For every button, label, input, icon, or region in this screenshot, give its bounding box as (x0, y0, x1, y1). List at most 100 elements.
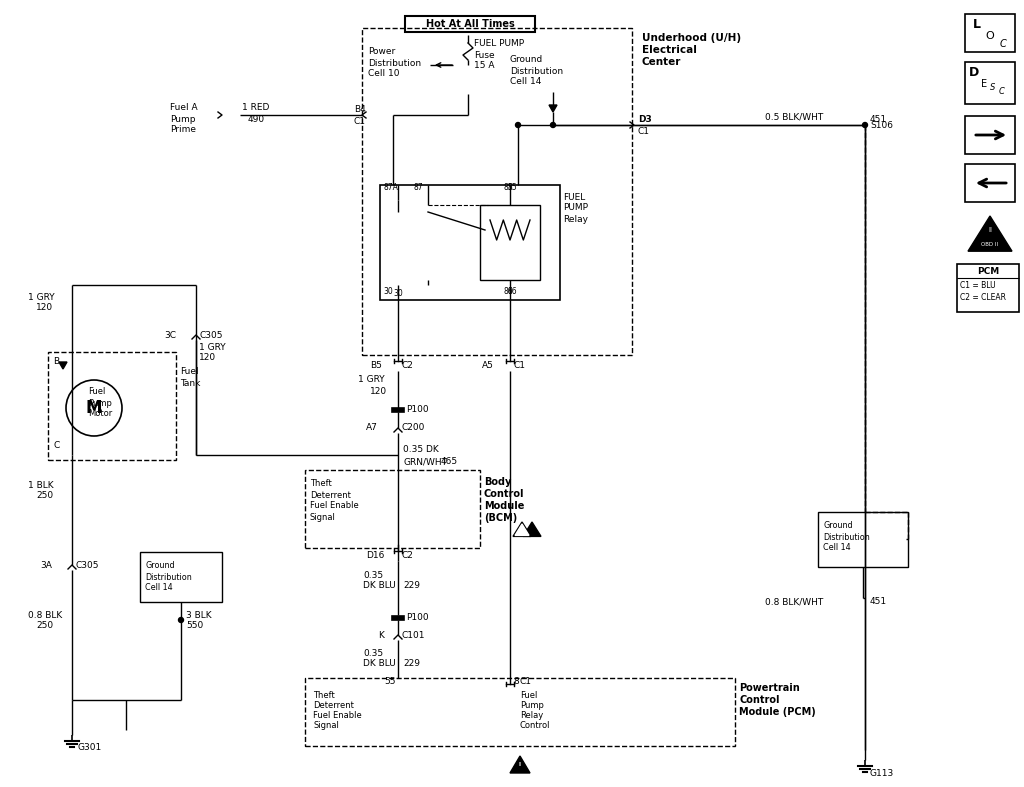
Text: A7: A7 (367, 423, 378, 433)
Text: Cell 14: Cell 14 (823, 544, 851, 552)
Text: 120: 120 (199, 353, 216, 363)
Text: Control: Control (520, 722, 551, 730)
Text: Distribution: Distribution (510, 66, 563, 76)
Text: Theft: Theft (313, 692, 335, 700)
Text: Underhood (U/H): Underhood (U/H) (642, 33, 741, 43)
Text: Distribution: Distribution (368, 58, 421, 68)
Text: P100: P100 (406, 614, 429, 623)
Text: B5: B5 (370, 360, 382, 370)
Text: 55: 55 (384, 677, 395, 685)
Text: Relay: Relay (520, 711, 544, 721)
Text: O: O (985, 31, 993, 41)
Text: 3C: 3C (164, 331, 176, 339)
Text: Ground: Ground (510, 56, 544, 65)
Text: Deterrent: Deterrent (313, 701, 354, 711)
Text: PUMP: PUMP (563, 204, 588, 212)
Text: Control: Control (484, 489, 524, 499)
Text: Distribution: Distribution (823, 533, 869, 541)
Text: C1: C1 (638, 127, 650, 136)
Bar (965, 116, 1015, 154)
Text: Power: Power (368, 47, 395, 57)
Text: DK BLU: DK BLU (362, 660, 395, 668)
Text: 0.35 DK: 0.35 DK (403, 445, 438, 455)
Text: S106: S106 (870, 120, 893, 130)
Polygon shape (523, 522, 541, 537)
Text: Powertrain: Powertrain (739, 683, 800, 693)
Text: 8: 8 (513, 677, 519, 685)
Text: C: C (53, 441, 59, 449)
Polygon shape (549, 105, 557, 112)
Bar (965, 164, 1015, 202)
Text: C1: C1 (513, 360, 525, 370)
Text: Pump: Pump (520, 701, 544, 711)
Text: Ground: Ground (145, 561, 175, 571)
Bar (305, 678, 735, 746)
Text: A5: A5 (482, 360, 494, 370)
Text: C: C (999, 87, 1005, 97)
Text: 550: 550 (186, 622, 203, 630)
Text: Control: Control (739, 695, 779, 705)
Text: FUEL: FUEL (563, 193, 586, 201)
Text: C1: C1 (520, 677, 532, 685)
Text: 1 GRY: 1 GRY (358, 375, 385, 385)
Text: S: S (990, 83, 995, 93)
Text: Relay: Relay (563, 215, 588, 224)
Text: Fuel A: Fuel A (170, 104, 198, 113)
Text: Module (PCM): Module (PCM) (739, 707, 816, 717)
Text: 1 GRY: 1 GRY (199, 342, 225, 352)
Text: K: K (378, 630, 384, 640)
Text: Pump: Pump (88, 398, 112, 408)
Bar (965, 62, 1015, 104)
Text: GRN/WHT: GRN/WHT (403, 457, 447, 467)
Text: 3 BLK: 3 BLK (186, 611, 212, 619)
Text: 30: 30 (393, 289, 402, 297)
Bar (380, 185, 560, 300)
Bar (362, 28, 632, 355)
Text: 87: 87 (413, 183, 423, 193)
Text: 0.35: 0.35 (362, 571, 383, 579)
Text: II: II (988, 227, 992, 233)
Text: D3: D3 (638, 116, 651, 124)
Text: 0.5 BLK/WHT: 0.5 BLK/WHT (765, 113, 823, 121)
Text: Fuel: Fuel (180, 368, 199, 376)
Text: Fuse: Fuse (474, 50, 495, 60)
Text: Fuel: Fuel (520, 692, 538, 700)
Text: Distribution: Distribution (145, 572, 191, 582)
Text: 86: 86 (508, 287, 517, 297)
Text: 15 A: 15 A (474, 61, 495, 71)
Bar (406, 16, 535, 32)
Bar (392, 616, 404, 620)
Bar (392, 408, 404, 412)
Text: C1 = BLU: C1 = BLU (961, 282, 995, 290)
Text: C2: C2 (401, 550, 413, 560)
Text: C1: C1 (354, 116, 366, 125)
Text: G113: G113 (870, 768, 894, 778)
Polygon shape (513, 522, 531, 537)
Text: Fuel: Fuel (88, 387, 105, 397)
Text: D16: D16 (366, 550, 384, 560)
Text: B: B (53, 357, 59, 367)
Text: 451: 451 (870, 116, 887, 124)
Text: Hot At All Times: Hot At All Times (426, 19, 514, 29)
Polygon shape (515, 524, 529, 535)
Text: 1 GRY: 1 GRY (28, 293, 54, 301)
Text: G301: G301 (77, 744, 101, 752)
Text: C305: C305 (75, 560, 98, 570)
Text: 0.35: 0.35 (362, 648, 383, 657)
Text: Ground: Ground (823, 522, 853, 530)
Text: Fuel Enable: Fuel Enable (313, 711, 361, 721)
Polygon shape (510, 756, 530, 773)
Circle shape (515, 123, 520, 127)
Text: C200: C200 (401, 423, 424, 433)
Text: Tank: Tank (180, 379, 201, 387)
Text: DK BLU: DK BLU (362, 582, 395, 590)
Text: Electrical: Electrical (642, 45, 697, 55)
Text: E: E (981, 79, 987, 89)
Polygon shape (968, 216, 1012, 251)
Text: 87A: 87A (383, 183, 398, 193)
Text: Fuel Enable: Fuel Enable (310, 501, 358, 511)
Text: P100: P100 (406, 405, 429, 415)
Text: 229: 229 (403, 582, 420, 590)
Text: Prime: Prime (170, 125, 196, 135)
Circle shape (551, 123, 555, 127)
